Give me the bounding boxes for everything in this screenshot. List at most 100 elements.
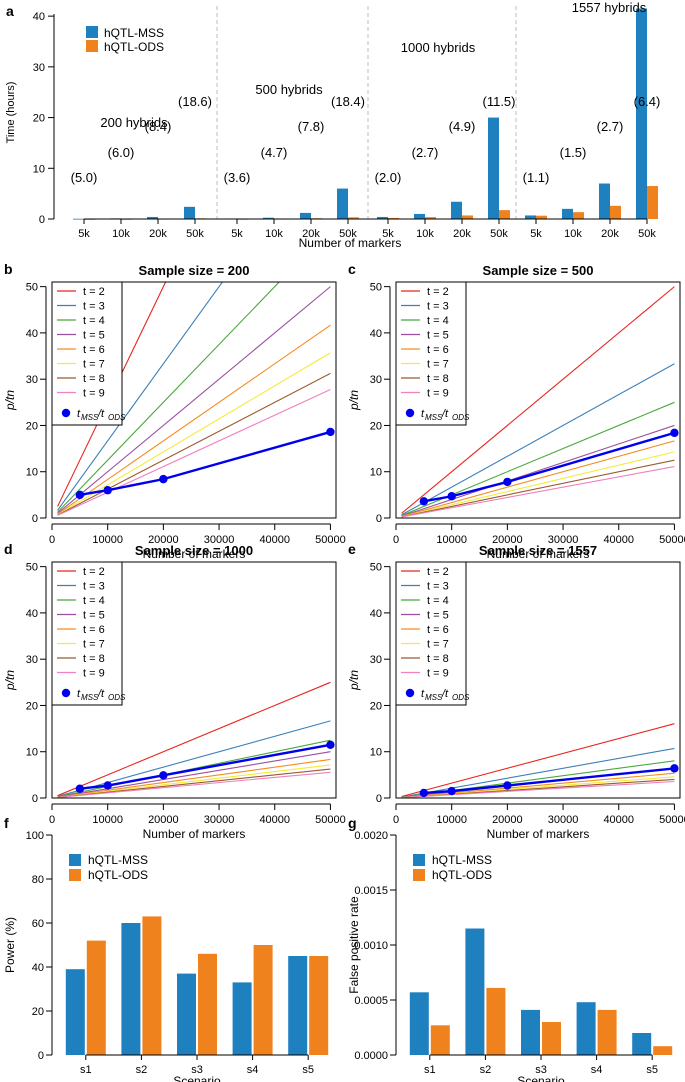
- a-bar-mss: [414, 213, 425, 219]
- a-ratio-label: (1.5): [560, 145, 587, 160]
- d-line-t9: [57, 771, 331, 798]
- d-line-t3: [57, 720, 331, 797]
- b-ratio-point: [159, 474, 168, 484]
- panel-f-chart: 0 20 40 60 80 100 Power (%) s1 s2 s3 s4 s5 Scenario h…: [3, 830, 329, 1082]
- e-xtick-label: 50000: [659, 814, 685, 826]
- e-xtick-label: 40000: [603, 814, 634, 826]
- d-ratio-point: [159, 771, 168, 780]
- a-ratio-label: (11.5): [483, 94, 516, 109]
- b-ratio-point: [75, 490, 85, 500]
- a-bar-mss: [147, 216, 158, 219]
- d-xlabel: Number of markers: [143, 827, 246, 841]
- b-ytick-label: 40: [26, 328, 38, 340]
- c-xlabel: Number of markers: [487, 547, 590, 561]
- e-ratio-point: [670, 764, 679, 773]
- panel-label-f: f: [4, 815, 9, 831]
- c-ylabel: p/tn: [347, 390, 361, 411]
- c-xtick-label: 10000: [436, 534, 467, 546]
- a-bar-ods: [647, 186, 658, 219]
- d-ytick-label: 30: [26, 654, 38, 666]
- a-ratio-label: (1.1): [523, 170, 550, 185]
- b-lines: [57, 282, 331, 516]
- b-xtick-label: 10000: [92, 534, 123, 546]
- e-legend-label: t = 5: [427, 610, 449, 622]
- e-ytick-label: 50: [370, 562, 382, 574]
- panel-label-b: b: [4, 261, 13, 277]
- a-legend-label: hQTL-MSS: [104, 26, 164, 40]
- b-ytick-label: 0: [32, 513, 38, 525]
- f-xtick-label: s1: [80, 1064, 92, 1076]
- a-xlabel: Number of markers: [299, 236, 402, 250]
- g-bar-ods: [653, 1046, 673, 1055]
- b-legend-label: t = 3: [83, 301, 105, 313]
- d-legend-label: t = 2: [83, 566, 105, 578]
- c-ratio-point: [447, 492, 456, 501]
- e-legend-ratio-sub: MSS: [425, 693, 443, 702]
- b-xtick-label: 30000: [204, 534, 235, 546]
- a-xtick-label: 10k: [564, 228, 582, 240]
- a-xtick-label: 50k: [490, 228, 508, 240]
- c-ratio-point: [503, 477, 512, 487]
- f-legend-swatch-mss: [69, 854, 81, 866]
- a-ratio-label: (3.6): [224, 170, 251, 185]
- a-ratio-label: (2.0): [375, 170, 402, 185]
- c-xtick-label: 0: [393, 534, 399, 546]
- a-ratio-label: (6.0): [108, 145, 135, 160]
- d-xtick-label: 40000: [259, 814, 290, 826]
- f-bar-ods: [309, 956, 329, 1055]
- a-legend-swatch-ods: [86, 40, 98, 52]
- d-ratio-point: [326, 740, 335, 749]
- c-ytick-label: 50: [370, 282, 382, 294]
- b-legend-ratio-slash: /t: [97, 408, 105, 420]
- c-ytick-label: 30: [370, 374, 382, 386]
- e-line-t6: [401, 772, 675, 798]
- a-xtick-label: 20k: [149, 228, 167, 240]
- c-legend-label: t = 6: [427, 344, 449, 356]
- f-bar-mss: [232, 982, 252, 1055]
- b-legend-label: t = 9: [83, 388, 105, 400]
- d-ytick-label: 0: [32, 793, 38, 805]
- panel-label-g: g: [348, 815, 357, 831]
- a-xtick-label: 20k: [601, 228, 619, 240]
- b-line-t6: [57, 324, 331, 515]
- c-legend-ratio-t: t: [421, 408, 425, 420]
- e-lines: [401, 723, 675, 798]
- d-xtick-label: 30000: [204, 814, 235, 826]
- a-ratio-label: (5.0): [71, 170, 98, 185]
- d-xtick-label: 20000: [148, 814, 179, 826]
- c-legend-ratio-slash: /t: [441, 408, 449, 420]
- d-legend-ratio-marker: [61, 688, 71, 698]
- e-xtick-label: 0: [393, 814, 399, 826]
- a-ratio-label: (6.4): [634, 94, 661, 109]
- a-ytick-label: 0: [39, 214, 45, 226]
- a-bar-ods: [425, 217, 436, 219]
- b-ratio-point: [326, 427, 335, 437]
- c-xtick-label: 30000: [548, 534, 579, 546]
- a-legend-swatch-mss: [86, 26, 98, 38]
- a-bar-mss: [525, 215, 536, 219]
- a-bar-ods: [348, 217, 359, 219]
- d-xtick-label: 10000: [92, 814, 123, 826]
- b-xlabel: Number of markers: [143, 547, 246, 561]
- a-bar-ods: [610, 205, 621, 219]
- a-bar-ods: [388, 217, 399, 219]
- c-legend-ratio-sub2: ODS: [452, 413, 470, 422]
- c-line-t9: [401, 466, 675, 518]
- b-line-t3: [57, 282, 224, 511]
- e-ytick-label: 20: [370, 700, 382, 712]
- b-legend-label: t = 7: [83, 359, 105, 371]
- c-line-t8: [401, 459, 675, 518]
- f-legend-label: hQTL-MSS: [88, 853, 148, 867]
- d-legend-ratio-slash: /t: [97, 688, 105, 700]
- e-ratio-line: [423, 767, 675, 795]
- g-ytick-label: 0.0010: [354, 940, 388, 952]
- c-xtick-label: 40000: [603, 534, 634, 546]
- a-bar-mss: [599, 183, 610, 219]
- d-ytick-label: 40: [26, 608, 38, 620]
- f-xtick-label: s4: [247, 1064, 259, 1076]
- a-ratio-label: (18.6): [178, 94, 212, 109]
- f-ytick-label: 40: [32, 962, 44, 974]
- a-xtick-label: 20k: [302, 228, 320, 240]
- b-xtick-label: 0: [49, 534, 55, 546]
- d-legend-ratio-sub: MSS: [81, 693, 99, 702]
